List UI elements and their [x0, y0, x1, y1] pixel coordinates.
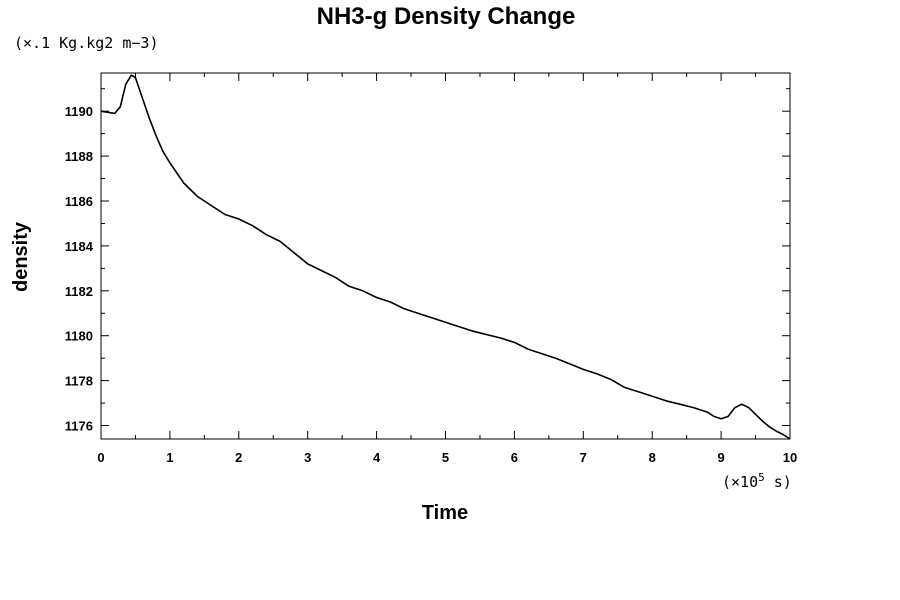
x-tick-label: 8	[649, 450, 656, 465]
y-tick-label: 1186	[65, 194, 93, 209]
x-tick-label: 4	[373, 450, 381, 465]
tick-marks	[100, 73, 791, 439]
x-tick-label: 2	[235, 450, 242, 465]
x-unit-label: (×105 s)	[722, 471, 792, 491]
tick-labels: 0 1 2 3 4 5 6 7 8 9 10 1176 1178 1180 1182 1184 1186 1188…	[65, 104, 797, 465]
y-tick-label: 1182	[65, 284, 93, 299]
x-unit-prefix: (×10	[722, 473, 758, 491]
series-line	[100, 74, 791, 440]
x-tick-label: 6	[511, 450, 518, 465]
y-tick-label: 1188	[65, 149, 93, 164]
x-unit-suffix: s)	[765, 473, 792, 491]
x-tick-label: 0	[97, 450, 104, 465]
x-tick-label: 10	[783, 450, 797, 465]
x-tick-label: 3	[304, 450, 311, 465]
x-tick-label: 1	[166, 450, 173, 465]
x-axis-label: Time	[422, 502, 468, 524]
y-axis-label: density	[10, 221, 32, 292]
y-tick-label: 1184	[65, 239, 94, 254]
x-tick-label: 5	[442, 450, 449, 465]
x-tick-label: 9	[717, 450, 724, 465]
plot-frame	[100, 72, 791, 440]
y-tick-label: 1178	[65, 374, 93, 389]
y-tick-label: 1190	[65, 104, 93, 119]
y-tick-label: 1180	[65, 329, 93, 344]
y-unit-label: (×.1 Kg.kg2 m−3)	[14, 34, 159, 52]
x-tick-label: 7	[580, 450, 587, 465]
chart-title: NH3-g Density Change	[317, 3, 576, 30]
y-tick-label: 1176	[65, 419, 93, 434]
x-unit-exponent: 5	[758, 471, 765, 484]
series-layer	[100, 74, 791, 440]
